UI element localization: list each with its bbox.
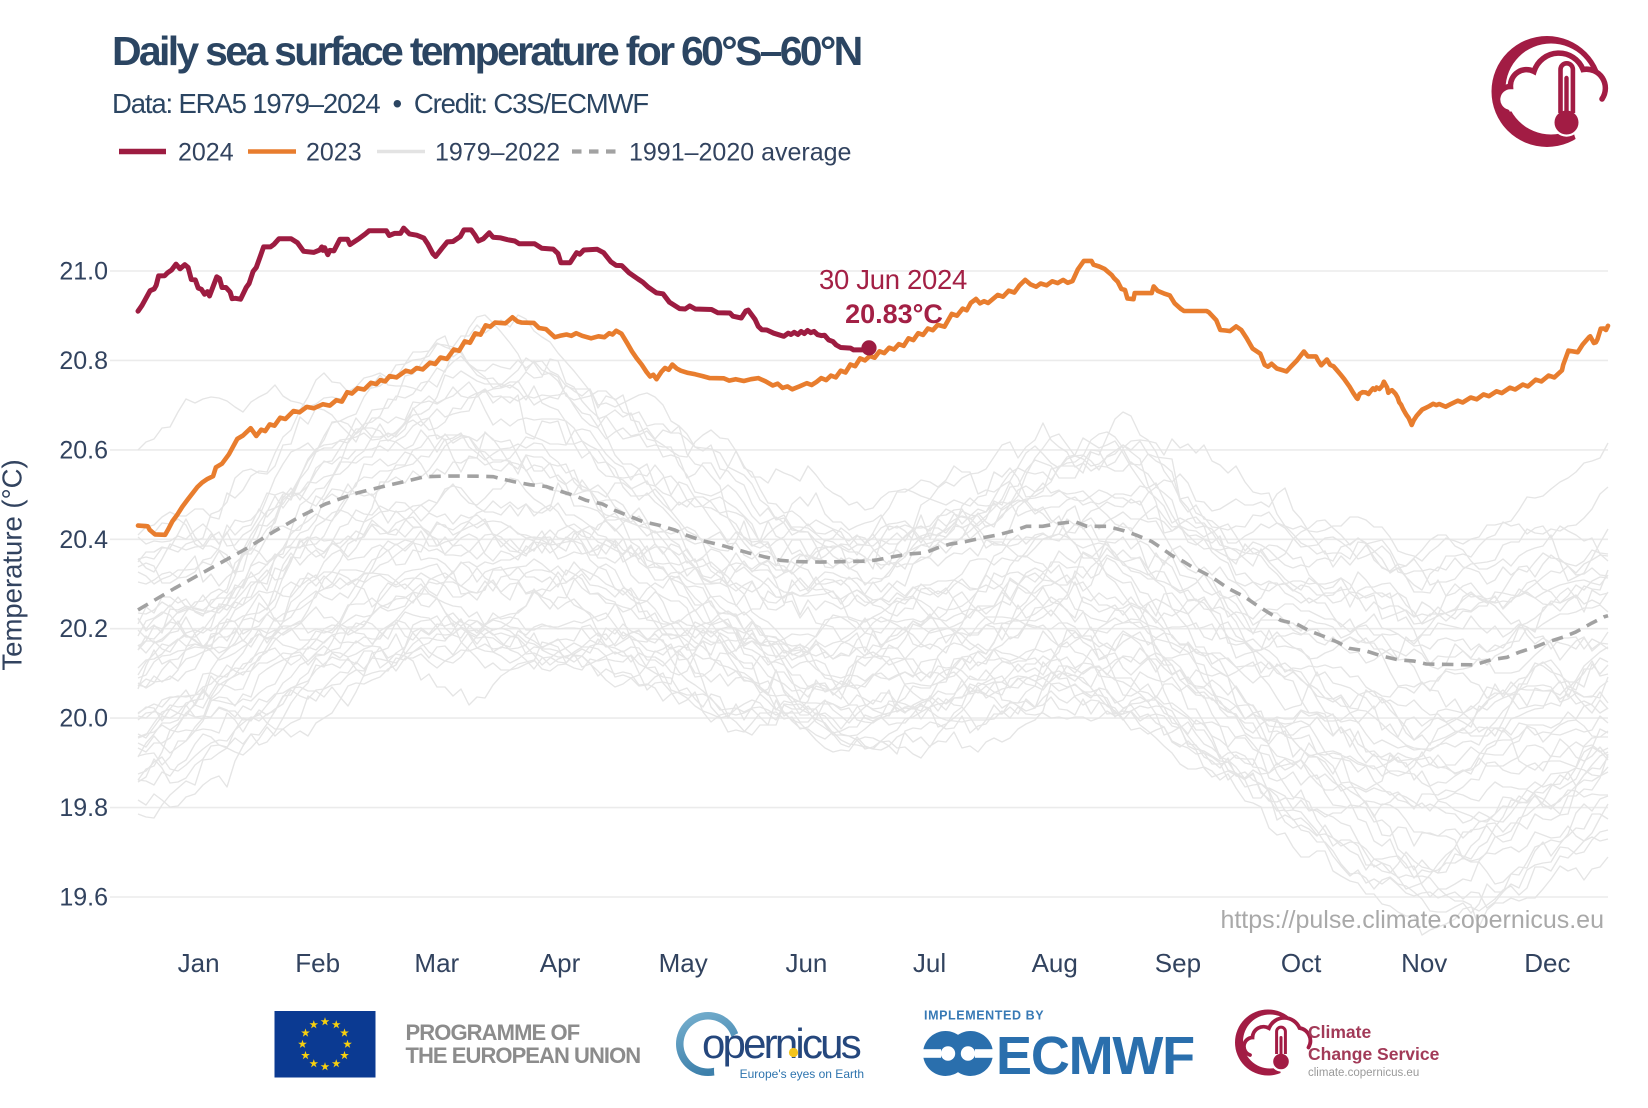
svg-text:Jun: Jun bbox=[785, 948, 827, 978]
svg-text:20.4: 20.4 bbox=[59, 526, 108, 554]
svg-text:2023: 2023 bbox=[306, 139, 362, 167]
svg-text:Aug: Aug bbox=[1032, 948, 1078, 978]
svg-text:1991–2020 average: 1991–2020 average bbox=[629, 139, 851, 167]
svg-text:Feb: Feb bbox=[295, 948, 340, 978]
svg-text:20.8: 20.8 bbox=[59, 347, 108, 375]
svg-text:Oct: Oct bbox=[1281, 948, 1322, 978]
svg-text:ECMWF: ECMWF bbox=[996, 1026, 1194, 1086]
svg-text:Jan: Jan bbox=[178, 948, 220, 978]
svg-text:30 Jun 2024: 30 Jun 2024 bbox=[819, 264, 967, 295]
svg-text:20.83°C: 20.83°C bbox=[845, 299, 943, 329]
svg-text:Temperature (°C): Temperature (°C) bbox=[0, 459, 28, 670]
svg-text:Apr: Apr bbox=[540, 948, 581, 978]
svg-text:19.8: 19.8 bbox=[59, 794, 108, 822]
svg-text:Daily sea surface temperature: Daily sea surface temperature for 60°S–6… bbox=[112, 28, 861, 74]
svg-text:Dec: Dec bbox=[1524, 948, 1570, 978]
svg-text:20.6: 20.6 bbox=[59, 436, 108, 464]
svg-text:20.0: 20.0 bbox=[59, 705, 108, 733]
svg-text:Change Service: Change Service bbox=[1308, 1044, 1440, 1064]
svg-text:Climate: Climate bbox=[1308, 1022, 1371, 1042]
svg-text:opernicus: opernicus bbox=[702, 1020, 861, 1067]
svg-text:Mar: Mar bbox=[414, 948, 459, 978]
svg-text:Nov: Nov bbox=[1401, 948, 1447, 978]
svg-text:Sep: Sep bbox=[1155, 948, 1201, 978]
svg-text:climate.copernicus.eu: climate.copernicus.eu bbox=[1308, 1067, 1419, 1079]
svg-text:Data: ERA5 1979–2024 • Credi: Data: ERA5 1979–2024 • Credit: C3S/ECMWF bbox=[112, 88, 648, 119]
svg-text:19.6: 19.6 bbox=[59, 884, 108, 912]
svg-text:https://pulse.climate.copernic: https://pulse.climate.copernicus.eu bbox=[1220, 906, 1604, 934]
svg-text:21.0: 21.0 bbox=[59, 258, 108, 286]
svg-text:Europe's eyes on Earth: Europe's eyes on Earth bbox=[740, 1067, 864, 1081]
svg-text:PROGRAMME OF: PROGRAMME OF bbox=[406, 1020, 580, 1045]
svg-text:20.2: 20.2 bbox=[59, 615, 108, 643]
svg-text:THE EUROPEAN UNION: THE EUROPEAN UNION bbox=[406, 1043, 641, 1068]
svg-text:IMPLEMENTED BY: IMPLEMENTED BY bbox=[924, 1009, 1044, 1023]
svg-text:Jul: Jul bbox=[913, 948, 946, 978]
svg-text:1979–2022: 1979–2022 bbox=[435, 139, 560, 167]
svg-text:May: May bbox=[659, 948, 708, 978]
svg-text:2024: 2024 bbox=[178, 139, 234, 167]
